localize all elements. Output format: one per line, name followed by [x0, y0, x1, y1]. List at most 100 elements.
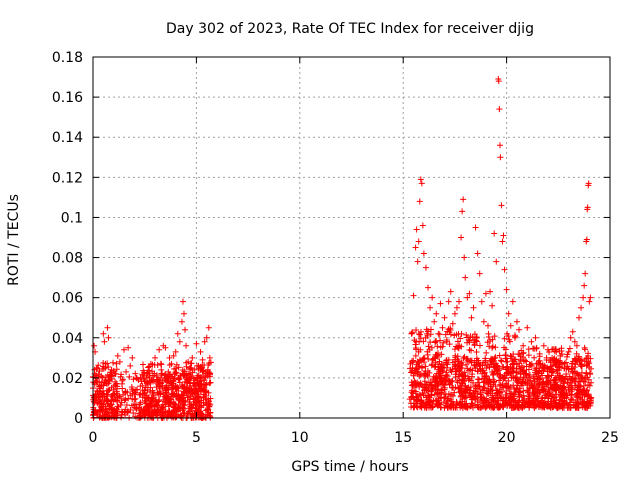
data-point: [556, 347, 563, 354]
data-point: [107, 401, 114, 408]
data-point: [497, 381, 504, 388]
data-point: [460, 373, 467, 380]
data-point: [557, 352, 564, 359]
data-point: [573, 357, 580, 364]
data-point: [443, 357, 450, 364]
data-point: [453, 343, 460, 350]
data-point: [480, 383, 487, 390]
data-point: [412, 352, 419, 359]
data-point: [118, 411, 125, 418]
data-point: [578, 357, 585, 364]
data-point: [588, 365, 595, 372]
data-point: [157, 360, 164, 367]
data-point: [538, 370, 545, 377]
data-point: [425, 328, 432, 335]
data-point: [497, 154, 504, 161]
y-tick-label: 0.12: [52, 170, 83, 186]
data-point: [127, 362, 134, 369]
data-point: [425, 343, 432, 350]
data-point: [115, 403, 122, 410]
data-point: [169, 380, 176, 387]
data-point: [491, 230, 498, 237]
data-point: [150, 397, 157, 404]
data-point: [520, 392, 527, 399]
data-point: [543, 380, 550, 387]
data-point: [131, 396, 138, 403]
data-point: [562, 359, 569, 366]
data-point: [527, 361, 534, 368]
data-point: [113, 366, 120, 373]
data-point: [581, 387, 588, 394]
data-point: [187, 364, 194, 371]
data-point: [458, 234, 465, 241]
data-point: [505, 310, 512, 317]
data-point: [550, 368, 557, 375]
data-point: [503, 387, 510, 394]
data-point: [101, 396, 108, 403]
data-point: [452, 404, 459, 411]
data-point: [437, 404, 444, 411]
data-point: [144, 395, 151, 402]
data-point: [587, 294, 594, 301]
data-point: [557, 382, 564, 389]
data-point: [98, 372, 105, 379]
data-point: [110, 359, 117, 366]
data-point: [147, 378, 154, 385]
data-point: [536, 375, 543, 382]
data-point: [136, 401, 143, 408]
data-point: [564, 379, 571, 386]
data-point: [139, 394, 146, 401]
data-point: [575, 314, 582, 321]
data-point: [457, 393, 464, 400]
data-point: [479, 387, 486, 394]
data-point: [534, 379, 541, 386]
data-point: [204, 407, 211, 414]
data-point: [95, 393, 102, 400]
data-point: [495, 377, 502, 384]
data-point: [505, 369, 512, 376]
data-point: [410, 292, 417, 299]
data-point: [481, 362, 488, 369]
data-point: [539, 387, 546, 394]
data-point: [518, 364, 525, 371]
data-point: [500, 232, 507, 239]
data-point: [424, 373, 431, 380]
data-point: [565, 348, 572, 355]
data-point: [489, 302, 496, 309]
data-point: [556, 363, 563, 370]
data-point: [153, 408, 160, 415]
data-point: [195, 407, 202, 414]
data-point: [416, 331, 423, 338]
data-point: [108, 405, 115, 412]
data-point: [493, 258, 500, 265]
data-point: [458, 343, 465, 350]
data-point: [474, 390, 481, 397]
data-point: [496, 142, 503, 149]
data-point: [181, 368, 188, 375]
data-point: [435, 349, 442, 356]
data-point: [574, 382, 581, 389]
data-point: [466, 367, 473, 374]
data-point: [445, 298, 452, 305]
data-point: [172, 383, 179, 390]
data-point: [423, 394, 430, 401]
data-point: [453, 331, 460, 338]
data-point: [579, 398, 586, 405]
data-point: [503, 355, 510, 362]
data-point: [192, 386, 199, 393]
data-point: [496, 352, 503, 359]
data-point: [433, 370, 440, 377]
data-point: [96, 378, 103, 385]
data-point: [203, 396, 210, 403]
data-point: [446, 381, 453, 388]
data-point: [187, 393, 194, 400]
data-points: [90, 76, 595, 421]
data-point: [114, 352, 121, 359]
data-point: [568, 391, 575, 398]
data-point: [470, 389, 477, 396]
data-point: [563, 371, 570, 378]
data-point: [502, 346, 509, 353]
data-point: [467, 333, 474, 340]
data-point: [134, 375, 141, 382]
y-tick-label: 0.18: [52, 50, 83, 66]
